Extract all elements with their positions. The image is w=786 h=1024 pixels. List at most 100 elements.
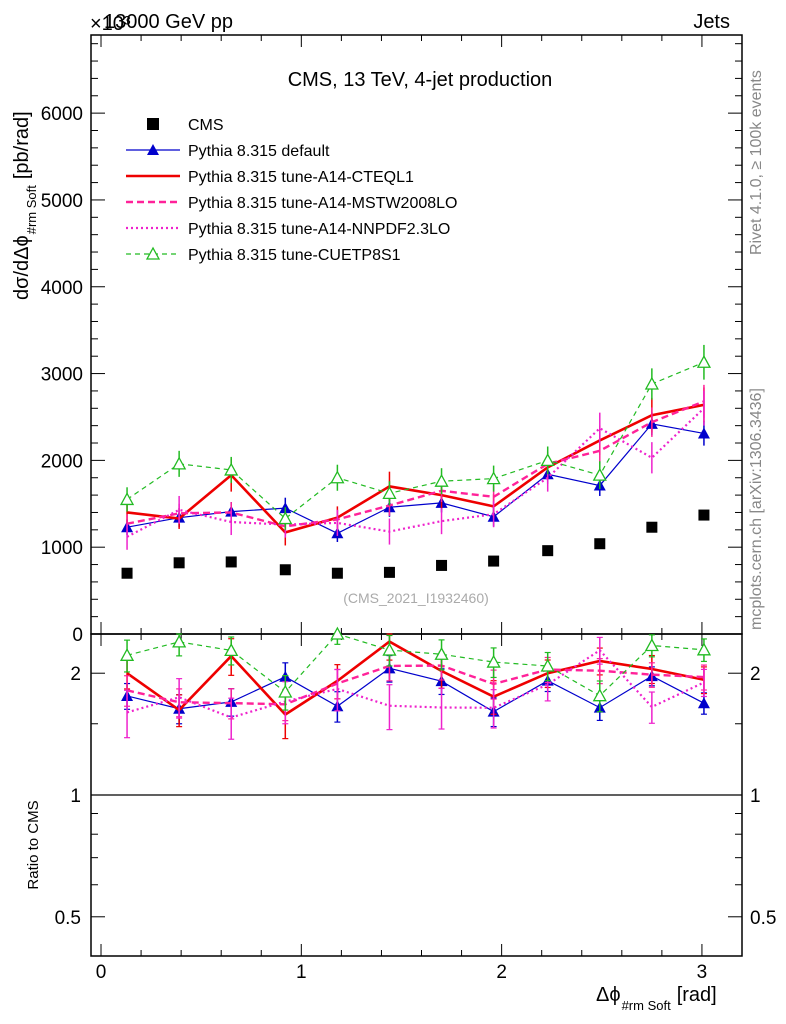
y-tick-label-main: 2000 xyxy=(41,451,83,472)
legend-entry-5: Pythia 8.315 tune-CUETP8S1 xyxy=(126,246,401,264)
y-tick-label-ratio: 2 xyxy=(70,664,81,685)
y-tick-label-ratio: 0.5 xyxy=(55,908,81,929)
data-point-marker xyxy=(592,467,607,481)
data-point-marker xyxy=(486,654,501,668)
legend-entry-0: CMS xyxy=(147,117,224,134)
data-point-marker xyxy=(488,555,500,567)
y-tick-label-main: 0 xyxy=(72,625,83,646)
y-tick-label-main: 1000 xyxy=(41,538,83,559)
legend-swatch xyxy=(147,118,159,130)
legend-entry-3: Pythia 8.315 tune-A14-MSTW2008LO xyxy=(126,195,457,212)
data-point-marker xyxy=(696,642,712,656)
data-point-marker xyxy=(330,470,345,484)
y-axis-label-main-sub: #rm Soft xyxy=(24,185,39,235)
data-point-marker xyxy=(121,567,133,579)
series-line-ratio xyxy=(126,633,704,697)
legend-entry-1: Pythia 8.315 default xyxy=(126,143,330,160)
data-point-marker xyxy=(278,684,293,698)
series-line-ratio xyxy=(126,648,705,719)
y-tick-label-main: 5000 xyxy=(41,191,83,212)
y-tick-label-ratio: 1 xyxy=(70,786,81,807)
legend: CMS Pythia 8.315 default Pythia 8.315 tune… xyxy=(126,117,457,264)
data-point-marker xyxy=(173,557,185,569)
data-point-marker xyxy=(646,521,658,533)
data-point-marker xyxy=(147,144,159,155)
data-point-marker xyxy=(486,471,501,485)
legend-label: Pythia 8.315 default xyxy=(188,143,330,160)
x-tick-label: 2 xyxy=(496,962,507,983)
data-point-marker xyxy=(644,638,659,652)
series-4 xyxy=(124,390,707,740)
data-point-marker xyxy=(542,545,554,557)
series-line-ratio xyxy=(126,664,704,706)
exponent-label: ×10³ xyxy=(90,13,131,35)
data-point-marker xyxy=(172,456,187,470)
data-point-marker xyxy=(594,538,606,550)
data-point-marker xyxy=(382,486,397,500)
data-point-marker xyxy=(330,626,345,640)
legend-label: Pythia 8.315 tune-CUETP8S1 xyxy=(188,247,401,264)
jets-label: Jets xyxy=(693,11,730,33)
y-axis-label-ratio: Ratio to CMS xyxy=(25,800,42,889)
data-point-marker xyxy=(434,646,449,660)
data-point-marker xyxy=(434,473,449,487)
series-line-ratio xyxy=(126,640,705,717)
x-tick-label: 0 xyxy=(96,962,107,983)
x-tick-label: 3 xyxy=(697,962,708,983)
data-point-marker xyxy=(644,376,659,390)
data-point-marker xyxy=(224,643,239,657)
y-tick-label-main: 6000 xyxy=(41,104,83,125)
series-5 xyxy=(119,344,712,713)
series-3 xyxy=(124,384,707,722)
data-point-marker xyxy=(540,453,555,467)
rivet-label: Rivet 4.1.0, ≥ 100k events xyxy=(748,70,765,255)
series-layer xyxy=(119,344,712,740)
data-point-marker xyxy=(119,647,135,661)
legend-entry-4: Pythia 8.315 tune-A14-NNPDF2.3LO xyxy=(126,221,450,238)
series-line-main xyxy=(126,407,705,538)
data-point-marker xyxy=(697,697,710,709)
series-line-main xyxy=(126,403,705,534)
data-point-marker xyxy=(119,492,135,506)
data-point-marker xyxy=(279,564,291,576)
series-line-ratio xyxy=(126,667,705,713)
series-line-main xyxy=(126,423,705,534)
data-point-marker xyxy=(436,559,448,571)
y-tick-label-ratio-right: 1 xyxy=(750,786,761,807)
data-point-marker xyxy=(331,567,343,579)
series-0 xyxy=(121,509,710,579)
legend-label: Pythia 8.315 tune-A14-MSTW2008LO xyxy=(188,195,457,212)
y-axis-label-main-unit: [pb/rad] xyxy=(11,111,33,179)
data-point-marker xyxy=(225,556,237,568)
y-tick-label-main: 4000 xyxy=(41,278,83,299)
data-point-marker xyxy=(592,688,607,702)
y-axis-label-main-text: dσ/dΔϕ#rm Soft[pb/rad] xyxy=(11,111,39,300)
series-line-main xyxy=(126,400,705,528)
data-point-marker xyxy=(383,566,395,578)
data-point-marker xyxy=(698,509,710,521)
legend-entry-2: Pythia 8.315 tune-A14-CTEQL1 xyxy=(126,169,414,186)
data-point-marker xyxy=(696,354,712,368)
mcplots-label: mcplots.cern.ch [arXiv:1306.3436] xyxy=(748,388,765,630)
series-line-main xyxy=(126,361,705,520)
y-tick-label-main: 3000 xyxy=(41,365,83,386)
legend-label: CMS xyxy=(188,117,224,134)
legend-label: Pythia 8.315 tune-A14-NNPDF2.3LO xyxy=(188,221,450,238)
data-point-marker xyxy=(172,634,187,648)
y-tick-label-ratio-right: 2 xyxy=(750,664,761,685)
y-tick-label-ratio-right: 0.5 xyxy=(750,908,776,929)
data-point-marker xyxy=(382,642,397,656)
y-axis-label-main: dσ/dΔϕ#rm Soft[pb/rad] xyxy=(11,111,39,300)
x-tick-label: 1 xyxy=(296,962,307,983)
x-axis-label: Δϕ#rm Soft [rad] xyxy=(596,984,717,1013)
data-point-marker xyxy=(145,246,161,260)
x-axis-label-sub: #rm Soft xyxy=(622,998,672,1013)
x-axis-label-unit: [rad] xyxy=(677,984,717,1006)
data-point-marker xyxy=(224,462,239,476)
plot-title: CMS, 13 TeV, 4-jet production xyxy=(288,69,553,91)
data-point-marker xyxy=(278,511,293,525)
legend-label: Pythia 8.315 tune-A14-CTEQL1 xyxy=(188,169,414,186)
data-point-marker xyxy=(697,427,710,439)
data-point-marker xyxy=(540,658,555,672)
